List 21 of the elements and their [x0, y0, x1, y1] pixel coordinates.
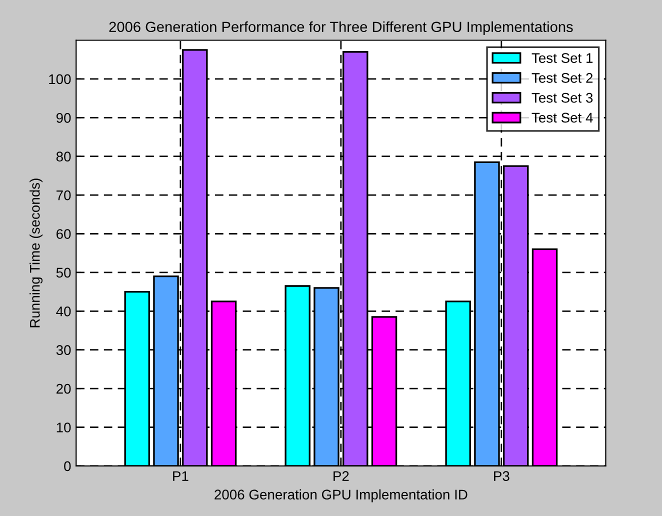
- y-tick-label: 60: [56, 229, 71, 239]
- x-tick-label: P3: [494, 471, 510, 482]
- x-tick-label: P1: [173, 471, 188, 481]
- y-axis-title: Running Time (seconds): [30, 178, 43, 328]
- y-tick-label: 30: [56, 345, 71, 356]
- y-tick-label: 100: [49, 74, 71, 84]
- y-tick-label: 20: [56, 384, 71, 394]
- legend-label: Test Set 1: [532, 53, 593, 63]
- y-tick-label: 10: [56, 422, 71, 432]
- x-tick-label: P2: [334, 471, 349, 481]
- x-axis-title: 2006 Generation GPU Implementation ID: [214, 489, 468, 502]
- legend-label: Test Set 2: [532, 73, 593, 83]
- y-tick-label: 40: [56, 306, 71, 316]
- legend-label: Test Set 3: [532, 92, 593, 103]
- y-tick-label: 80: [56, 152, 71, 162]
- chart-title: 2006 Generation Performance for Three Different GPU Implementations: [109, 21, 573, 35]
- y-tick-label: 50: [56, 268, 71, 278]
- y-tick-label: 70: [56, 190, 71, 200]
- y-tick-label: 90: [56, 112, 71, 123]
- y-tick-label: 0: [64, 461, 71, 472]
- legend-label: Test Set 4: [532, 112, 593, 123]
